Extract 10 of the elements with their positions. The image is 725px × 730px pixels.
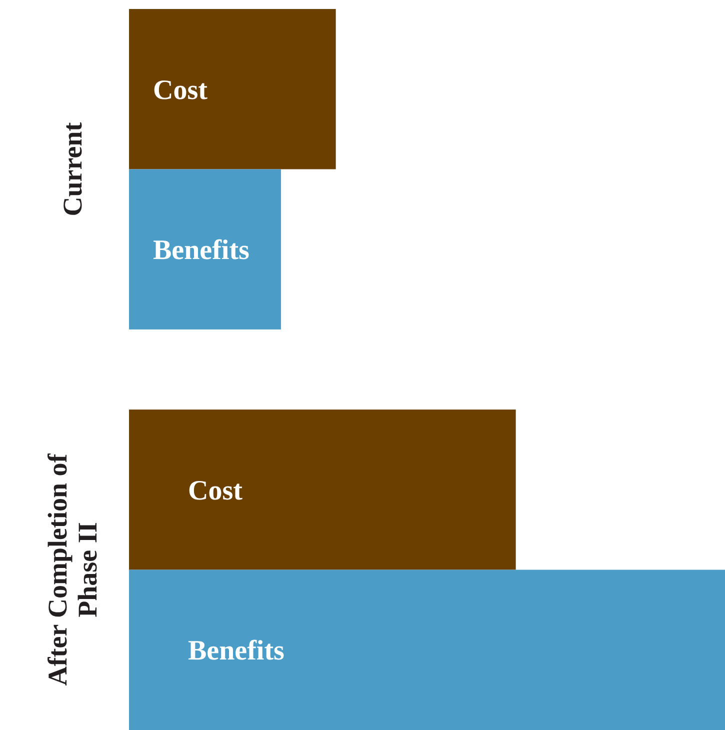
y-tick-label: After Completion of Phase II — [42, 452, 102, 686]
bar — [129, 570, 725, 730]
bar — [129, 169, 281, 330]
text: Cost — [188, 475, 242, 506]
bar — [129, 9, 336, 170]
bar — [129, 410, 516, 570]
series-label: Cost — [153, 74, 208, 106]
y-tick-label: Current — [57, 122, 88, 216]
series-label: Benefits — [153, 235, 250, 266]
text: Benefits — [188, 636, 284, 667]
